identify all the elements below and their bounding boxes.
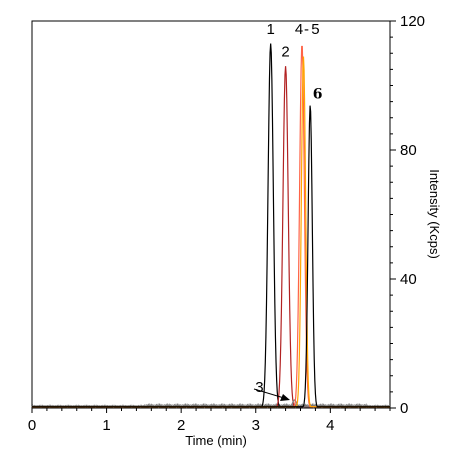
y-axis-ticks: 0 40 80 120 — [390, 13, 425, 417]
peak-label: 2 — [281, 43, 289, 60]
baseline-noise-line — [31, 402, 391, 409]
series-line-4 — [32, 45, 390, 408]
peak-3-arrow-head — [280, 394, 290, 401]
series-line-1 — [32, 43, 390, 408]
x-tick-label: 1 — [102, 417, 110, 434]
peak-label: 1 — [266, 21, 274, 38]
y-tick-label: 80 — [400, 142, 417, 159]
y-tick-label: 0 — [400, 400, 408, 417]
x-tick-label: 0 — [28, 417, 36, 434]
y-axis-title: Intensity (Kcps) — [427, 169, 442, 259]
peak-label: - — [304, 21, 309, 38]
peak-3-arrow-shaft — [253, 388, 285, 399]
series-line-2 — [32, 66, 390, 408]
series-line-6 — [32, 105, 390, 408]
peak-label: 6 — [313, 86, 323, 102]
x-axis-title: Time (min) — [185, 433, 247, 448]
series-line-5 — [32, 56, 390, 408]
peak-label: 3 — [255, 379, 263, 396]
x-tick-label: 2 — [177, 417, 185, 434]
y-tick-label: 120 — [400, 13, 425, 30]
y-tick-label: 40 — [400, 271, 417, 288]
peak-label: 4 — [295, 21, 303, 38]
baseline-noise — [31, 402, 391, 409]
x-tick-label: 3 — [252, 417, 260, 434]
plot-frame — [31, 20, 391, 409]
peak-label: 5 — [311, 21, 319, 38]
series-layer — [32, 43, 390, 408]
x-axis-ticks: 0 1 2 3 4 — [28, 408, 391, 434]
annotation-layer: 12 3 4-5 6 — [255, 21, 322, 396]
x-tick-label: 4 — [326, 417, 334, 434]
